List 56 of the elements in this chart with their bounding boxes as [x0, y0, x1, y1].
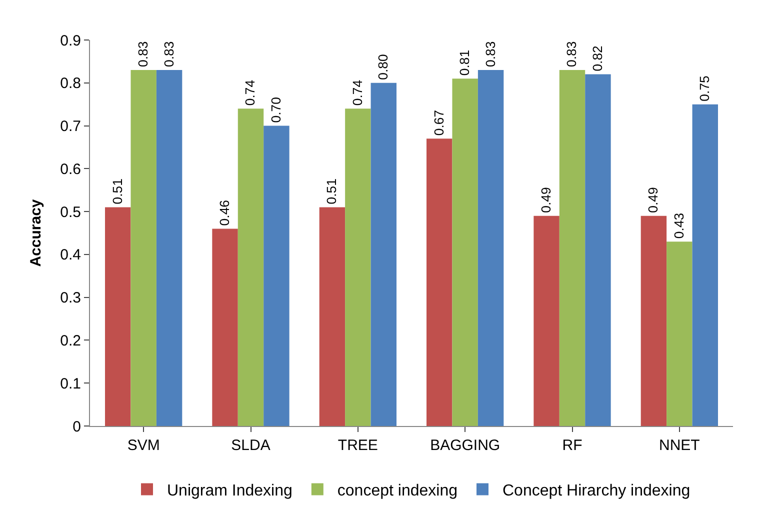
data-label: 0.80	[376, 54, 391, 80]
bar	[692, 104, 718, 426]
data-label: 0.81	[457, 50, 472, 76]
x-tick-label: SLDA	[231, 437, 270, 454]
legend-label: Concept Hirarchy indexing	[502, 482, 690, 500]
bar	[640, 216, 667, 426]
data-label: 0.70	[268, 97, 284, 123]
data-label: 0.49	[646, 187, 661, 213]
data-label: 0.49	[538, 187, 554, 213]
data-label: 0.83	[161, 41, 176, 68]
data-label: 0.82	[590, 46, 605, 72]
bar	[666, 242, 692, 426]
y-tick-label: 0.5	[60, 204, 81, 221]
y-tick-label: 0.1	[60, 375, 81, 392]
legend-label: concept indexing	[337, 482, 458, 500]
data-label: 0.67	[431, 110, 446, 136]
data-label: 0.75	[697, 76, 712, 102]
bar	[559, 70, 586, 426]
bar	[238, 108, 264, 426]
data-label: 0.83	[564, 41, 580, 68]
y-tick-label: 0	[72, 418, 81, 436]
data-label: 0.43	[671, 212, 686, 239]
bar	[156, 70, 182, 426]
x-tick-label: SVM	[127, 437, 160, 454]
bar	[105, 207, 131, 426]
bar	[585, 74, 611, 426]
data-label: 0.83	[482, 41, 498, 68]
data-label: 0.51	[324, 178, 340, 204]
bar	[426, 138, 452, 426]
y-tick-label: 0.4	[60, 246, 81, 264]
x-tick-label: RF	[562, 437, 582, 454]
data-label: 0.51	[110, 178, 125, 204]
data-label: 0.46	[216, 200, 232, 226]
data-label: 0.74	[242, 80, 258, 106]
y-tick-label: 0.2	[60, 332, 81, 350]
bar	[478, 70, 504, 426]
bar	[534, 216, 560, 426]
y-tick-label: 0.8	[60, 75, 81, 92]
x-tick-label: BAGGING	[430, 437, 500, 454]
x-tick-label: TREE	[338, 437, 378, 454]
legend-label: Unigram Indexing	[167, 482, 292, 500]
y-tick-label: 0.3	[60, 290, 81, 307]
data-label: 0.83	[136, 41, 151, 68]
bar	[130, 70, 156, 426]
y-tick-label: 0.7	[60, 118, 81, 136]
bar	[264, 126, 290, 426]
data-label: 0.74	[350, 80, 365, 106]
bar	[345, 108, 371, 426]
y-axis-title: Accuracy	[27, 198, 44, 267]
bar	[452, 78, 478, 426]
x-tick-label: NNET	[659, 437, 700, 454]
bar	[319, 207, 346, 426]
y-tick-label: 0.6	[60, 160, 81, 178]
y-tick-label: 0.9	[60, 32, 81, 50]
bar	[370, 82, 396, 426]
bar	[212, 228, 238, 426]
